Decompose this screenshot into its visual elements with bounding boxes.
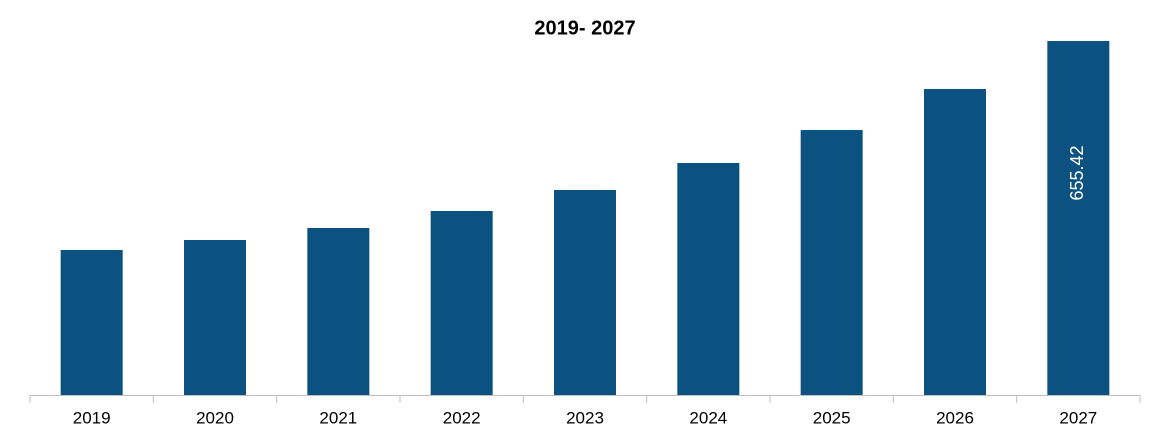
x-tick-label: 2019 (73, 408, 111, 427)
x-tick-label: 2020 (196, 408, 234, 427)
chart-title: 2019- 2027 (534, 17, 635, 39)
bar (430, 210, 493, 395)
x-tick-label: 2021 (319, 408, 357, 427)
bar (60, 249, 123, 395)
x-tick-label: 2023 (566, 408, 604, 427)
x-tick-label: 2025 (813, 408, 851, 427)
bar (1047, 41, 1110, 395)
x-tick-label: 2026 (936, 408, 974, 427)
data-label: 655.42 (1067, 145, 1087, 200)
bar (677, 162, 740, 395)
x-tick-label: 2024 (689, 408, 727, 427)
bar (924, 88, 986, 395)
bar (554, 189, 616, 395)
bar (307, 227, 370, 395)
x-tick-label: 2022 (443, 408, 481, 427)
x-tick-label: 2027 (1059, 408, 1097, 427)
bar (800, 130, 863, 395)
bar (184, 239, 246, 395)
